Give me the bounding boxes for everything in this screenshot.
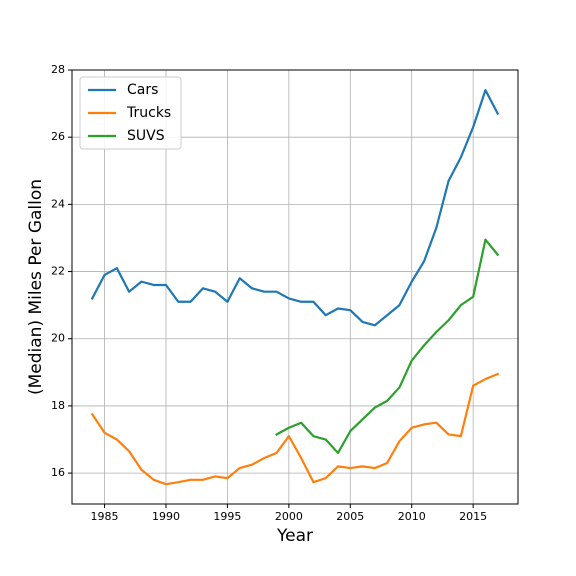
x-tick-label: 1985 — [91, 510, 119, 523]
x-axis-label: Year — [276, 526, 313, 546]
plot-frame — [71, 69, 519, 505]
y-tick-label: 28 — [51, 63, 65, 76]
y-tick-label: 20 — [51, 332, 65, 345]
y-tick-label: 22 — [51, 265, 65, 278]
lines — [90, 89, 500, 486]
y-tick-label: 18 — [51, 399, 65, 412]
ticks: 1985 1990 1995 2000 2005 2010 2015 16 18 20 22 24 26… — [51, 63, 487, 523]
y-axis-label: (Median) Miles Per Gallon — [26, 179, 46, 395]
legend-label: Cars — [127, 82, 158, 98]
x-tick-label: 2010 — [398, 510, 426, 523]
x-tick-label: 2015 — [459, 510, 487, 523]
series-line — [90, 89, 500, 327]
legend-label: Trucks — [126, 105, 171, 121]
x-tick-label: 2005 — [336, 510, 364, 523]
y-tick-label: 16 — [51, 466, 65, 479]
y-tick-label: 26 — [51, 130, 65, 143]
legend-box — [79, 76, 182, 150]
x-tick-label: 1990 — [152, 510, 180, 523]
x-tick-label: 2000 — [275, 510, 303, 523]
series-line — [275, 238, 500, 455]
legend: Cars Trucks SUVS — [79, 76, 182, 150]
legend-label: SUVS — [127, 128, 165, 144]
y-tick-label: 24 — [51, 197, 65, 210]
series-line — [90, 372, 500, 486]
x-tick-label: 1995 — [213, 510, 241, 523]
